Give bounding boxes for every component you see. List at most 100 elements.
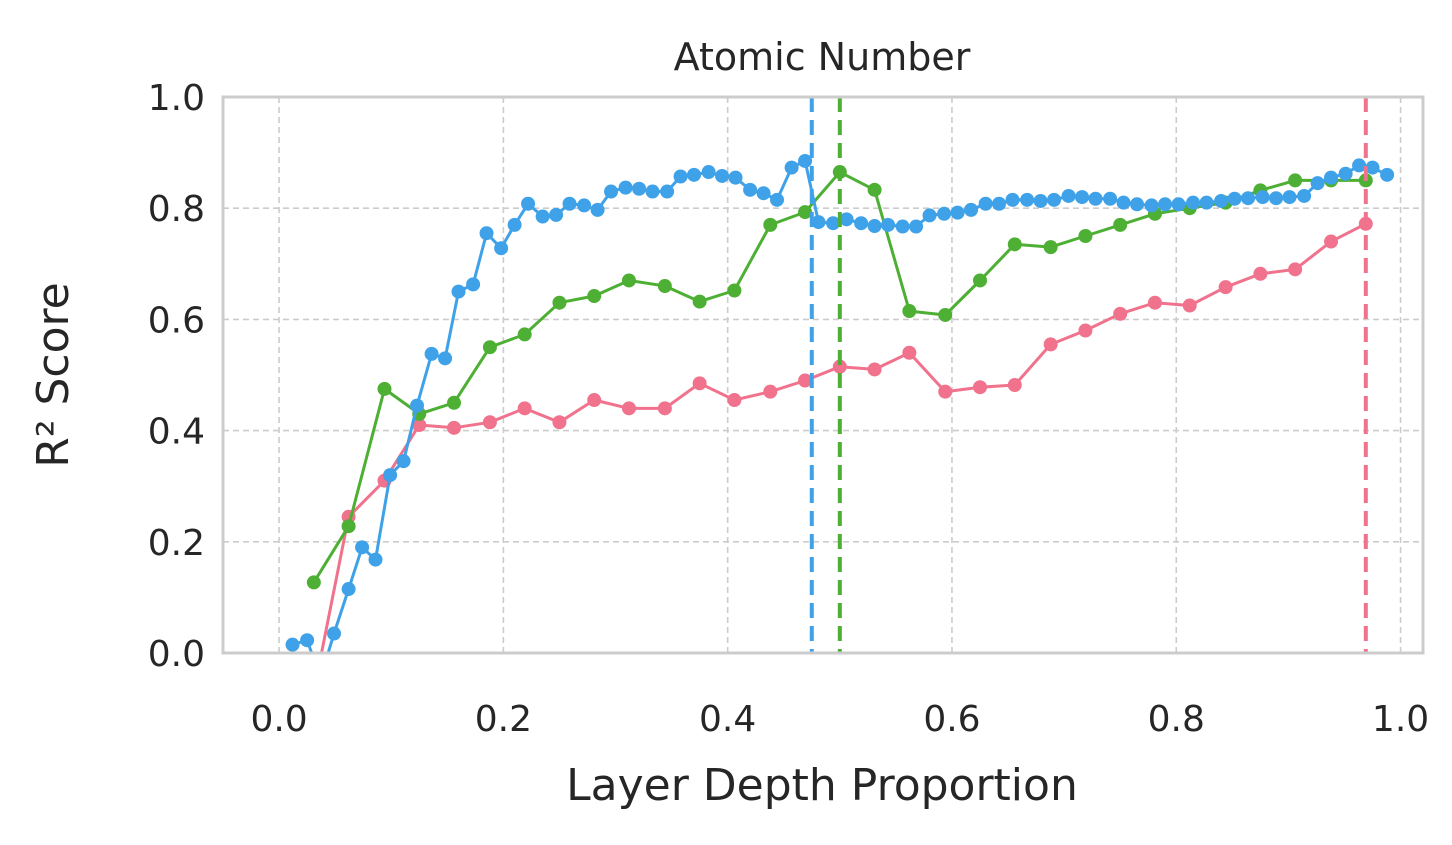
data-point (1043, 240, 1058, 255)
data-point (973, 273, 988, 288)
y-tick-label: 0.8 (148, 189, 205, 230)
data-point (1088, 191, 1103, 206)
data-point (902, 345, 917, 360)
data-point (577, 198, 592, 213)
data-point (341, 519, 356, 534)
data-point (811, 215, 826, 230)
data-point (728, 170, 743, 185)
data-point (1310, 176, 1325, 191)
data-point (1269, 191, 1284, 206)
data-point (660, 184, 675, 199)
data-point (618, 180, 633, 195)
data-point (438, 351, 453, 366)
data-point (604, 184, 619, 199)
data-point (396, 454, 411, 469)
data-point (466, 277, 481, 292)
data-point (632, 181, 647, 196)
data-point (482, 415, 497, 430)
data-point (355, 540, 370, 555)
data-point (992, 196, 1007, 211)
data-point (482, 340, 497, 355)
data-point (341, 582, 356, 597)
data-point (784, 160, 799, 175)
data-point (552, 415, 567, 430)
data-point (447, 420, 462, 435)
y-tick-label: 0.2 (148, 523, 205, 564)
data-point (1078, 323, 1093, 338)
chart-title: Atomic Number (674, 35, 971, 79)
data-point (1144, 198, 1159, 213)
data-point (451, 284, 466, 299)
data-point (1253, 266, 1268, 281)
data-point (645, 184, 660, 199)
data-point (383, 468, 398, 483)
data-point (763, 217, 778, 232)
data-point (973, 380, 988, 395)
data-point (314, 671, 328, 685)
data-point (743, 182, 758, 197)
data-point (1061, 188, 1076, 203)
data-point (517, 401, 532, 416)
data-point (1103, 191, 1118, 206)
data-point (1171, 197, 1186, 212)
data-point (867, 182, 882, 197)
series-0 (320, 216, 1373, 653)
data-point (798, 205, 813, 220)
data-point (909, 219, 924, 234)
data-point (1007, 237, 1022, 252)
data-point (447, 395, 462, 410)
data-point (306, 575, 321, 590)
data-point (521, 196, 536, 211)
plot-frame (221, 95, 1425, 655)
data-point (424, 346, 439, 361)
data-point (590, 202, 605, 217)
data-point (964, 202, 979, 217)
data-point (895, 219, 910, 234)
data-point (1033, 193, 1048, 208)
data-point (902, 304, 917, 319)
data-point (1255, 190, 1270, 205)
data-point (621, 401, 636, 416)
data-point (1352, 158, 1367, 173)
data-point (798, 153, 813, 168)
y-tick-label: 1.0 (148, 78, 205, 119)
data-point (1113, 217, 1128, 232)
x-tick-label: 0.6 (923, 699, 980, 740)
data-point (727, 393, 742, 408)
data-point (978, 196, 993, 211)
data-point (756, 186, 771, 201)
data-series (285, 97, 1395, 685)
data-point (938, 384, 953, 399)
y-axis-label: R² Score (28, 282, 79, 467)
data-point (1020, 192, 1035, 207)
data-point (881, 217, 896, 232)
data-point (410, 398, 425, 413)
data-point (770, 192, 785, 207)
data-point (727, 283, 742, 298)
data-point (587, 289, 602, 304)
tick-labels: 0.0 0.2 0.4 0.6 0.8 1.0 0.0 0.2 0.4 0.6 0.8 1.0 (148, 78, 1429, 740)
data-point (1380, 167, 1395, 182)
data-point (798, 373, 813, 388)
data-point (507, 217, 522, 232)
data-point (1288, 262, 1303, 277)
x-tick-label: 0.0 (250, 699, 307, 740)
data-point (950, 205, 965, 220)
data-point (715, 168, 730, 183)
data-point (1324, 234, 1339, 249)
data-point (549, 207, 564, 222)
data-point (938, 307, 953, 322)
data-point (673, 169, 688, 184)
data-point (1078, 229, 1093, 243)
data-point (412, 418, 427, 433)
data-point (1075, 190, 1090, 205)
data-point (1297, 188, 1312, 203)
data-point (839, 212, 854, 227)
x-tick-label: 0.2 (475, 699, 532, 740)
data-point (867, 362, 882, 377)
data-point (1324, 170, 1339, 185)
data-point (701, 165, 716, 180)
data-point (494, 241, 509, 256)
data-point (300, 633, 315, 648)
